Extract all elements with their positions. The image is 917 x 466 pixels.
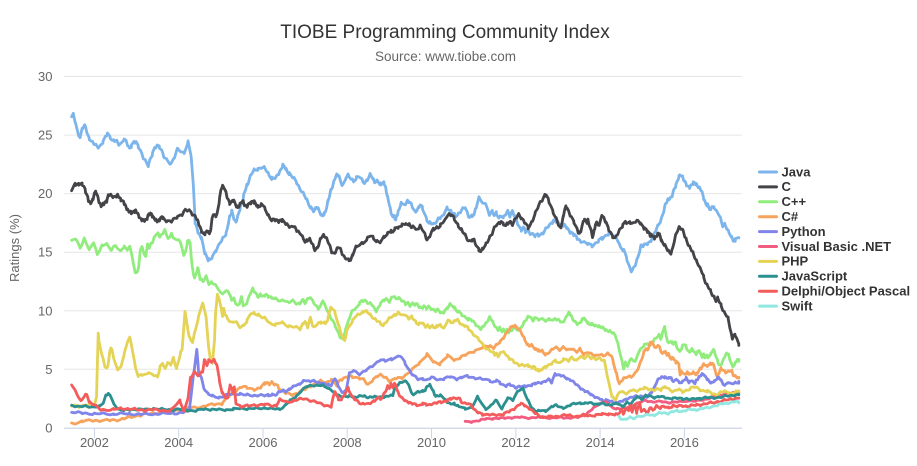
svg-text:25: 25 — [38, 128, 52, 143]
svg-text:10: 10 — [38, 303, 52, 318]
svg-text:2014: 2014 — [586, 435, 615, 450]
svg-text:2004: 2004 — [164, 435, 193, 450]
svg-text:Swift: Swift — [782, 298, 814, 313]
svg-text:C++: C++ — [782, 194, 807, 209]
svg-text:2008: 2008 — [333, 435, 362, 450]
svg-text:TIOBE Programming Community In: TIOBE Programming Community Index — [280, 22, 610, 43]
svg-text:Visual Basic .NET: Visual Basic .NET — [782, 239, 892, 254]
svg-text:JavaScript: JavaScript — [782, 269, 848, 284]
svg-text:2016: 2016 — [670, 435, 699, 450]
svg-text:Source: www.tiobe.com: Source: www.tiobe.com — [375, 49, 516, 64]
svg-text:C: C — [782, 179, 792, 194]
svg-text:Java: Java — [782, 164, 812, 179]
svg-text:15: 15 — [38, 245, 52, 260]
svg-text:2002: 2002 — [80, 435, 109, 450]
svg-text:5: 5 — [45, 362, 52, 377]
svg-text:2010: 2010 — [417, 435, 446, 450]
svg-text:Python: Python — [782, 224, 826, 239]
svg-text:2012: 2012 — [501, 435, 530, 450]
svg-text:Delphi/Object Pascal: Delphi/Object Pascal — [782, 284, 911, 299]
svg-text:2006: 2006 — [249, 435, 278, 450]
svg-text:30: 30 — [38, 69, 52, 84]
svg-text:20: 20 — [38, 186, 52, 201]
svg-text:PHP: PHP — [782, 254, 809, 269]
svg-text:C#: C# — [782, 209, 799, 224]
svg-text:0: 0 — [45, 420, 52, 435]
svg-text:Ratings (%): Ratings (%) — [7, 214, 22, 282]
